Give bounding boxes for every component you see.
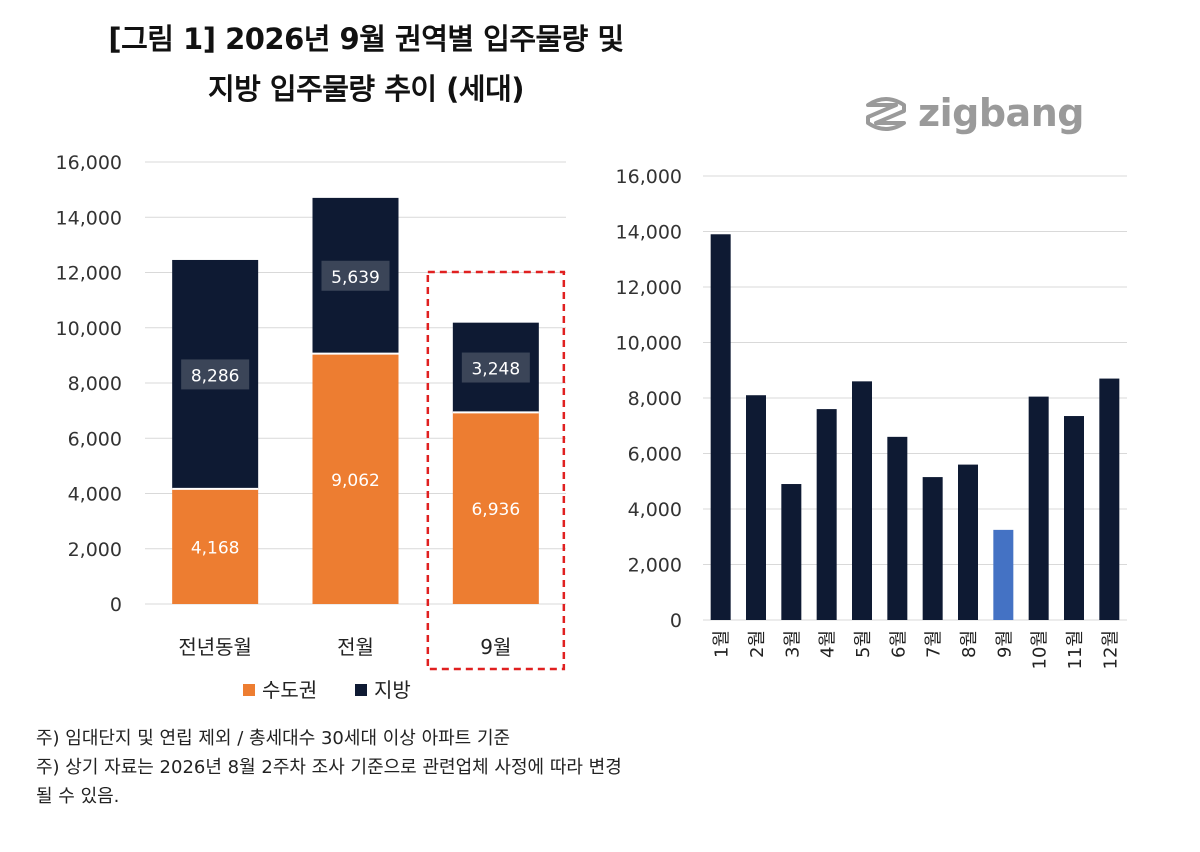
y-tick-label: 10,000 — [56, 318, 122, 340]
x-category-label: 2월 — [747, 630, 768, 658]
footnote-1: 주) 임대단지 및 연립 제외 / 총세대수 30세대 이상 아파트 기준 — [36, 728, 511, 749]
bar-monthly — [710, 234, 731, 620]
y-tick-label: 10,000 — [616, 333, 682, 355]
data-label-metro: 6,936 — [471, 500, 520, 520]
x-category-label: 12월 — [1100, 630, 1121, 669]
x-category-label: 9월 — [480, 635, 511, 659]
data-label-regional: 5,639 — [331, 268, 380, 288]
y-tick-label: 0 — [670, 610, 682, 632]
x-category-label: 전년동월 — [178, 635, 252, 659]
bar-monthly — [1064, 416, 1084, 620]
bar-metro — [172, 488, 259, 604]
bar-monthly — [1099, 378, 1120, 620]
chart-title-line1: [그림 1] 2026년 9월 권역별 입주물량 및 — [108, 22, 624, 56]
bar-monthly — [816, 409, 837, 620]
y-tick-label: 12,000 — [56, 263, 122, 285]
y-tick-label: 8,000 — [68, 373, 122, 395]
zigbang-logo-icon — [866, 97, 906, 131]
chart-title-line2: 지방 입주물량 추이 (세대) — [207, 72, 525, 106]
x-category-label: 6월 — [888, 630, 909, 658]
legend-label-metro: 수도권 — [262, 678, 317, 702]
footnote-2: 주) 상기 자료는 2026년 8월 2주차 조사 기준으로 관련업체 사정에 … — [36, 757, 622, 778]
data-label-box — [461, 352, 530, 383]
x-category-label: 9월 — [994, 630, 1015, 658]
x-category-label: 7월 — [924, 630, 945, 658]
y-tick-label: 14,000 — [56, 207, 122, 229]
monthly-regional-bar-chart: 0 2,000 4,000 6,000 8,000 10,000 12,000 14,000 1… — [616, 166, 1127, 669]
data-label-metro: 4,168 — [191, 538, 240, 558]
x-category-label: 3월 — [782, 630, 803, 658]
y-tick-label: 4,000 — [68, 484, 122, 506]
y-tick-label: 2,000 — [68, 539, 122, 561]
x-category-label: 11월 — [1065, 630, 1086, 669]
y-tick-label: 16,000 — [616, 166, 682, 188]
y-tick-label: 0 — [110, 594, 122, 616]
bar-monthly — [887, 436, 908, 620]
y-tick-label: 4,000 — [628, 499, 682, 521]
bar-monthly — [922, 477, 943, 620]
bar-metro — [452, 412, 539, 604]
y-tick-label: 6,000 — [68, 428, 122, 450]
data-label-regional: 3,248 — [471, 360, 520, 380]
y-tick-label: 16,000 — [56, 152, 122, 174]
zigbang-logo-text: zigbang — [918, 91, 1084, 135]
stacked-bar-chart-by-region: 0 2,000 4,000 6,000 8,000 10,000 12,000 14,000 1… — [56, 152, 566, 702]
x-category-label: 전월 — [337, 635, 374, 659]
data-label-box — [321, 260, 390, 291]
zigbang-logo: zigbang — [862, 88, 1084, 138]
y-tick-label: 8,000 — [628, 388, 682, 410]
y-tick-label: 12,000 — [616, 277, 682, 299]
bar-monthly — [852, 381, 872, 620]
y-tick-label: 14,000 — [616, 222, 682, 244]
data-label-box — [181, 359, 250, 390]
bar-monthly — [746, 395, 766, 620]
bar-metro — [312, 353, 399, 604]
x-category-label: 5월 — [853, 630, 874, 658]
footnote-3: 될 수 있음. — [36, 786, 120, 807]
bar-monthly — [1028, 396, 1049, 620]
legend-swatch-metro — [243, 684, 255, 696]
x-category-label: 8월 — [959, 630, 980, 658]
y-tick-label: 2,000 — [628, 555, 682, 577]
legend-label-regional: 지방 — [374, 678, 411, 702]
bar-highlighted — [993, 529, 1014, 620]
chart-title: [그림 1] 2026년 9월 권역별 입주물량 및 지방 입주물량 추이 (세… — [36, 14, 696, 114]
data-label-regional: 8,286 — [191, 366, 240, 386]
x-category-label: 10월 — [1030, 630, 1051, 669]
bar-monthly — [781, 484, 802, 620]
y-tick-label: 6,000 — [628, 444, 682, 466]
bar-monthly — [958, 464, 978, 620]
data-label-metro: 9,062 — [331, 471, 380, 491]
x-category-label: 4월 — [818, 630, 839, 658]
legend-swatch-regional — [355, 684, 367, 696]
x-category-label: 1월 — [712, 630, 733, 658]
highlight-dashed-box — [426, 270, 566, 671]
